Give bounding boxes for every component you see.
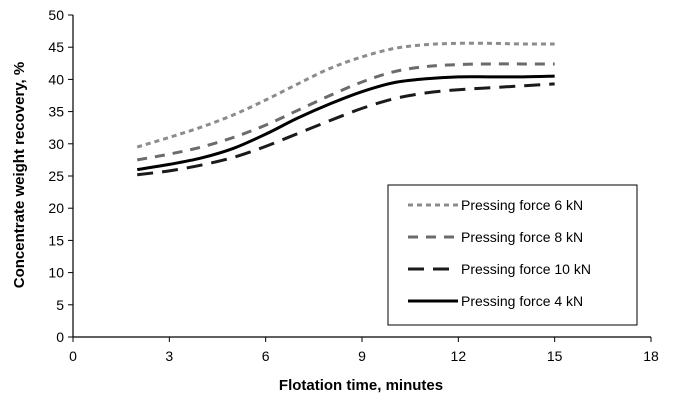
y-tick-label: 25 [48,168,64,184]
y-tick-label: 45 [48,39,64,55]
y-tick-label: 30 [48,136,64,152]
x-tick-label: 0 [69,348,77,364]
legend-label-3: Pressing force 4 kN [461,293,583,309]
legend-label-2: Pressing force 10 kN [461,261,591,277]
series-line-3 [137,76,554,169]
x-tick-label: 3 [165,348,173,364]
x-tick-label: 9 [358,348,366,364]
y-tick-label: 10 [48,265,64,281]
x-tick-label: 15 [547,348,563,364]
y-tick-label: 50 [48,7,64,23]
series-lines [137,43,554,174]
x-axis-title: Flotation time, minutes [279,377,443,394]
y-tick-label: 20 [48,200,64,216]
x-tick-label: 18 [643,348,659,364]
series-line-0 [137,43,554,147]
y-axis-title: Concentrate weight recovery, % [11,62,28,288]
x-tick-label: 12 [451,348,467,364]
legend-label-0: Pressing force 6 kN [461,197,583,213]
y-tick-label: 5 [56,297,64,313]
y-tick-label: 0 [56,329,64,345]
legend: Pressing force 6 kN Pressing force 8 kN Pr… [388,185,637,325]
y-tick-label: 40 [48,71,64,87]
y-tick-label: 15 [48,232,64,248]
legend-label-1: Pressing force 8 kN [461,229,583,245]
y-tick-label: 35 [48,104,64,120]
x-tick-label: 6 [262,348,270,364]
